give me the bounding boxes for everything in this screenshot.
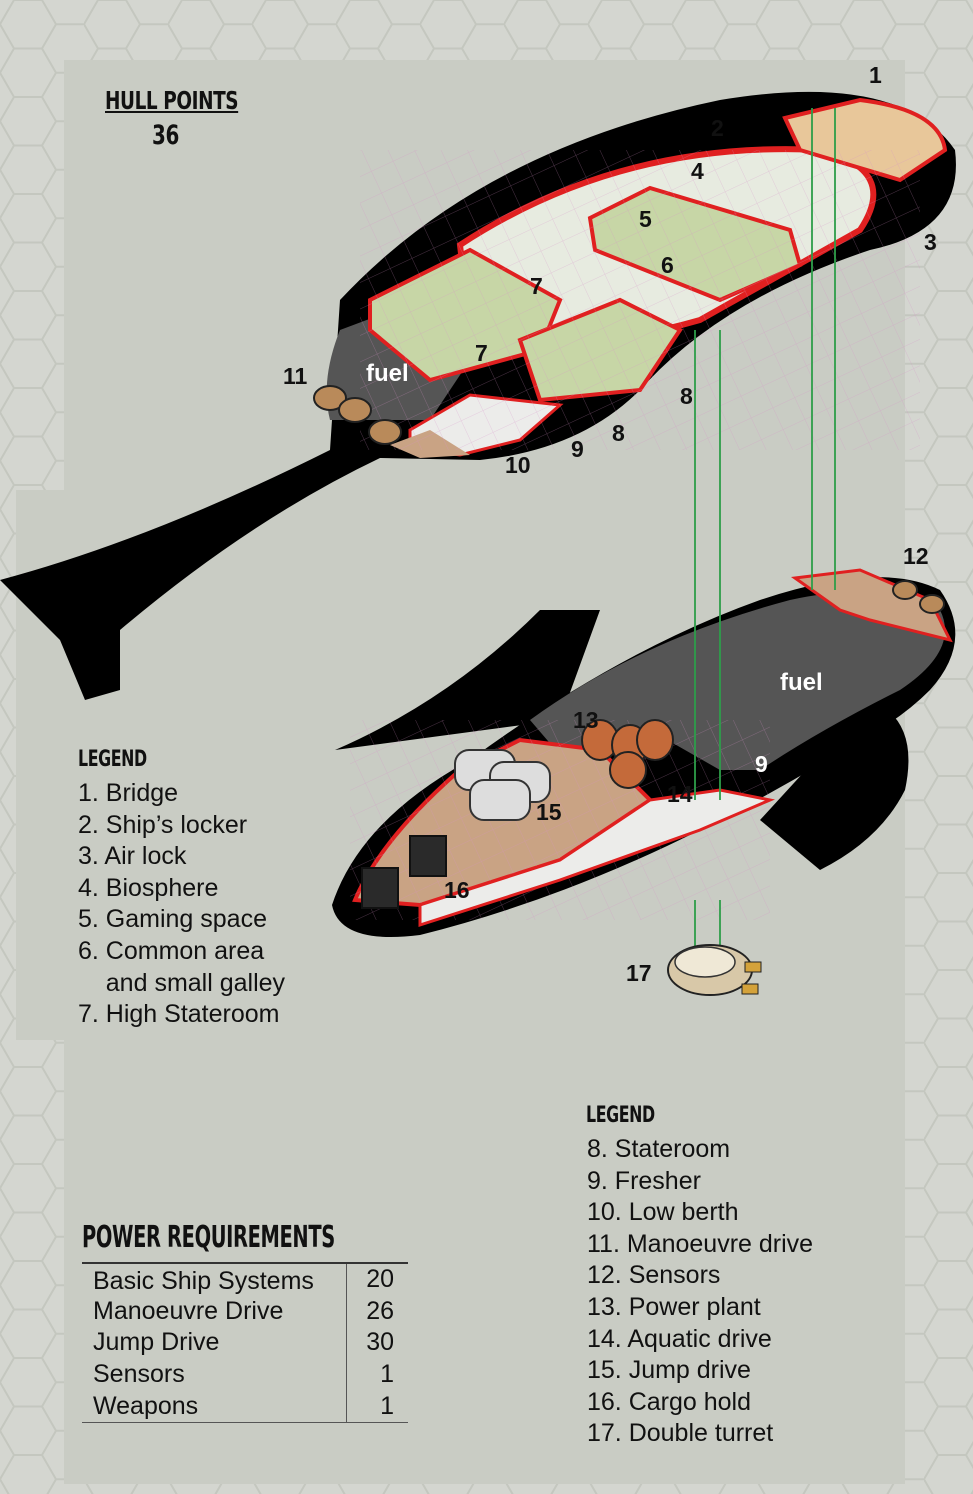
callout-17: 17 (626, 960, 652, 986)
legend-item: 15. Jump drive (587, 1356, 751, 1385)
callout-1: 1 (869, 62, 882, 88)
callout-4: 4 (691, 158, 704, 184)
legend-item: 14. Aquatic drive (587, 1324, 772, 1353)
power-row-name: Basic Ship Systems (82, 1264, 347, 1296)
power-requirements-title: POWER REQUIREMENTS (82, 1220, 335, 1255)
lower-tail-fin (760, 700, 909, 870)
legend-left-list: 1. Bridge 2. Ship’s locker 3. Air lock 4… (78, 778, 285, 1031)
callout-8a: 8 (680, 383, 693, 409)
callout-8b: 8 (612, 420, 625, 446)
power-row-value: 30 (366, 1328, 394, 1357)
callout-7a: 7 (530, 273, 543, 299)
double-turret (667, 944, 762, 996)
legend-item: 2. Ship’s locker (78, 810, 248, 839)
legend-item: 12. Sensors (587, 1261, 721, 1290)
callout-6: 6 (661, 252, 674, 278)
legend-item: 9. Fresher (587, 1166, 701, 1195)
upper-deck (0, 91, 956, 701)
callout-3: 3 (924, 229, 937, 255)
legend-right-title: LEGEND (586, 1103, 655, 1128)
callout-16: 16 (444, 877, 470, 903)
legend-item: 17. Double turret (587, 1419, 774, 1448)
legend-item: 11. Manoeuvre drive (587, 1229, 814, 1258)
callout-10: 10 (505, 452, 531, 478)
power-row-name: Sensors (82, 1358, 347, 1391)
power-row-value: 1 (380, 1360, 394, 1389)
legend-item: 5. Gaming space (78, 905, 267, 934)
legend-left-title: LEGEND (78, 747, 147, 772)
legend-item: 1. Bridge (78, 779, 179, 807)
power-row: Jump Drive 30 (82, 1327, 408, 1359)
hull-points-value: 36 (152, 120, 179, 151)
sensor-bay (790, 568, 953, 643)
callout-5: 5 (639, 206, 652, 232)
power-row-value: 20 (366, 1265, 394, 1294)
power-plant (581, 719, 674, 789)
callout-14: 14 (667, 781, 693, 807)
callout-2: 2 (711, 115, 724, 141)
legend-item: 7. High Stateroom (78, 1000, 280, 1029)
cargo-crates (361, 835, 447, 909)
power-row: Manoeuvre Drive 26 (82, 1295, 408, 1328)
manoeuvre-drive-engines (313, 385, 402, 445)
lower-corridor (418, 788, 776, 928)
callout-13: 13 (573, 707, 599, 733)
legend-item: 13. Power plant (587, 1292, 761, 1321)
lower-dorsal-fin (335, 610, 600, 750)
legend-item: and small galley (78, 968, 286, 997)
upper-fuel-label: fuel (366, 360, 409, 387)
callout-7b: 7 (475, 340, 488, 366)
power-requirements-table: Basic Ship Systems 20 Manoeuvre Drive 26… (82, 1262, 408, 1423)
legend-item: 6. Common area (78, 936, 265, 965)
power-row-value: 26 (366, 1296, 394, 1325)
legend-item: 10. Low berth (587, 1198, 739, 1227)
callout-11: 11 (283, 363, 308, 389)
jump-drive (454, 749, 551, 821)
power-row-name: Manoeuvre Drive (82, 1295, 347, 1328)
legend-right-list: 8. Stateroom 9. Fresher 10. Low berth 11… (587, 1134, 813, 1450)
legend-item: 8. Stateroom (587, 1135, 731, 1163)
legend-item: 4. Biosphere (78, 873, 219, 902)
power-row-value: 1 (380, 1391, 394, 1420)
power-row: Sensors 1 (82, 1358, 408, 1391)
callout-15: 15 (536, 799, 562, 825)
power-row-name: Weapons (82, 1390, 347, 1422)
hull-points-title: HULL POINTS (105, 86, 239, 115)
grid-overlay-upper (360, 150, 920, 450)
legend-item: 16. Cargo hold (587, 1387, 752, 1416)
callout-9b: 9 (755, 751, 768, 777)
lower-fuel-label: fuel (780, 669, 823, 696)
power-row: Basic Ship Systems 20 (82, 1264, 408, 1296)
sensor-dishes (892, 580, 945, 614)
conduits (694, 108, 836, 950)
callout-12: 12 (903, 543, 929, 569)
power-row-name: Jump Drive (82, 1327, 347, 1359)
callout-9a: 9 (571, 436, 584, 462)
power-row: Weapons 1 (82, 1390, 408, 1422)
legend-item: 3. Air lock (78, 842, 187, 871)
